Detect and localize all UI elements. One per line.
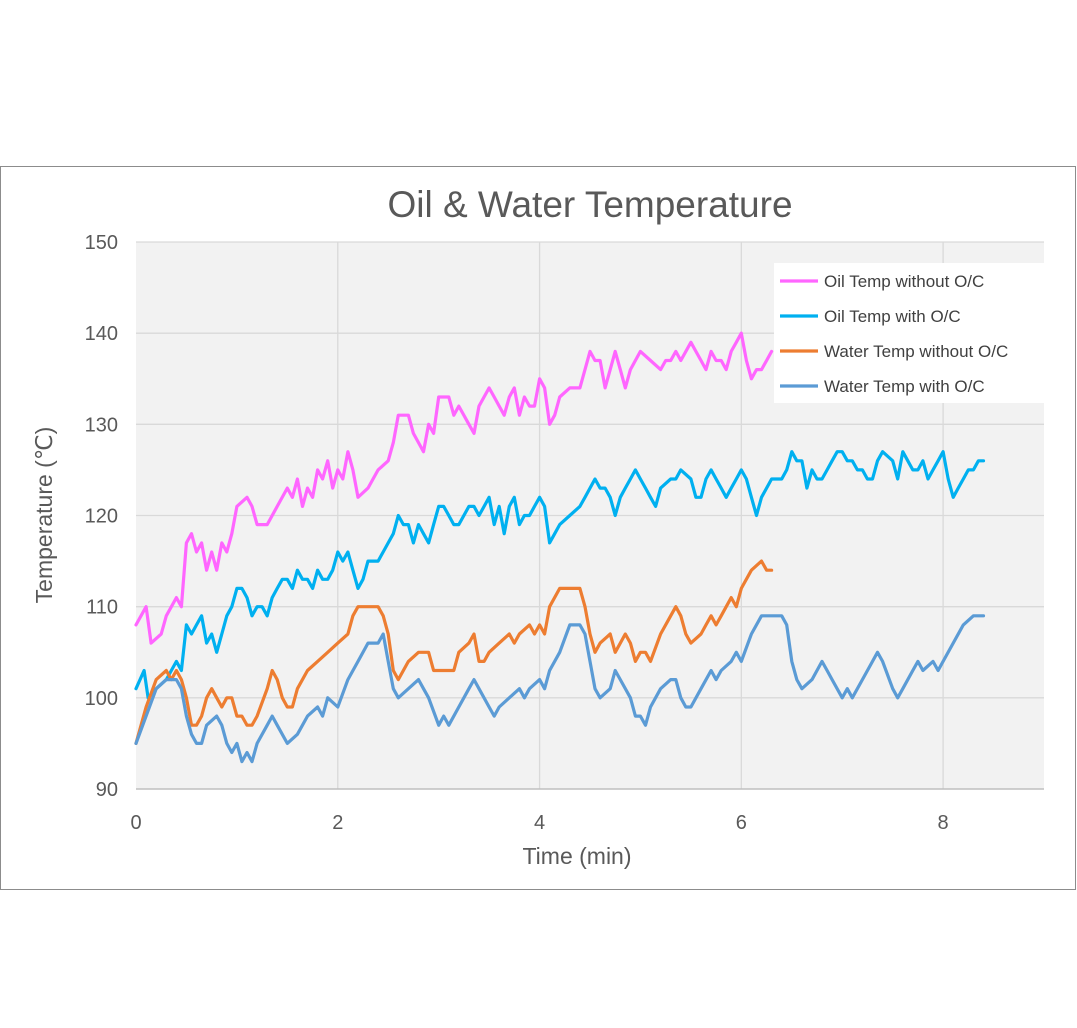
series-line-4 [134,614,986,764]
legend-box [774,263,1044,403]
y-tick-label: 150 [85,232,118,254]
legend-label: Oil Temp without O/C [824,272,984,291]
x-tick-label: 0 [130,812,141,834]
y-tick-label: 120 [85,506,118,528]
x-tick-label: 6 [736,812,747,834]
chart-frame: 90 100 110 120 130 140 150 0 2 4 6 8 Oil & Water Te… [0,166,1076,890]
y-tick-label: 90 [96,779,118,801]
y-axis-label: Temperature (℃) [31,427,57,604]
y-tick-label: 110 [86,597,118,619]
x-tick-label: 2 [332,812,343,834]
series-line-3 [134,559,774,745]
x-tick-label: 8 [938,812,949,834]
legend-label: Water Temp without O/C [824,342,1008,361]
series-line-2 [134,450,986,700]
y-tick-label: 140 [85,323,118,345]
line-chart: 90 100 110 120 130 140 150 0 2 4 6 8 Oil & Water Te… [31,184,1044,869]
series-line-1 [134,331,774,645]
legend-label: Oil Temp with O/C [824,307,961,326]
legend: Oil Temp without O/C Oil Temp with O/C Wat… [774,263,1044,403]
x-axis-label: Time (min) [522,843,631,869]
x-tick-label: 4 [534,812,545,834]
legend-label: Water Temp with O/C [824,377,985,396]
y-tick-label: 130 [85,414,118,436]
chart-title: Oil & Water Temperature [387,184,792,225]
y-tick-label: 100 [85,688,118,710]
